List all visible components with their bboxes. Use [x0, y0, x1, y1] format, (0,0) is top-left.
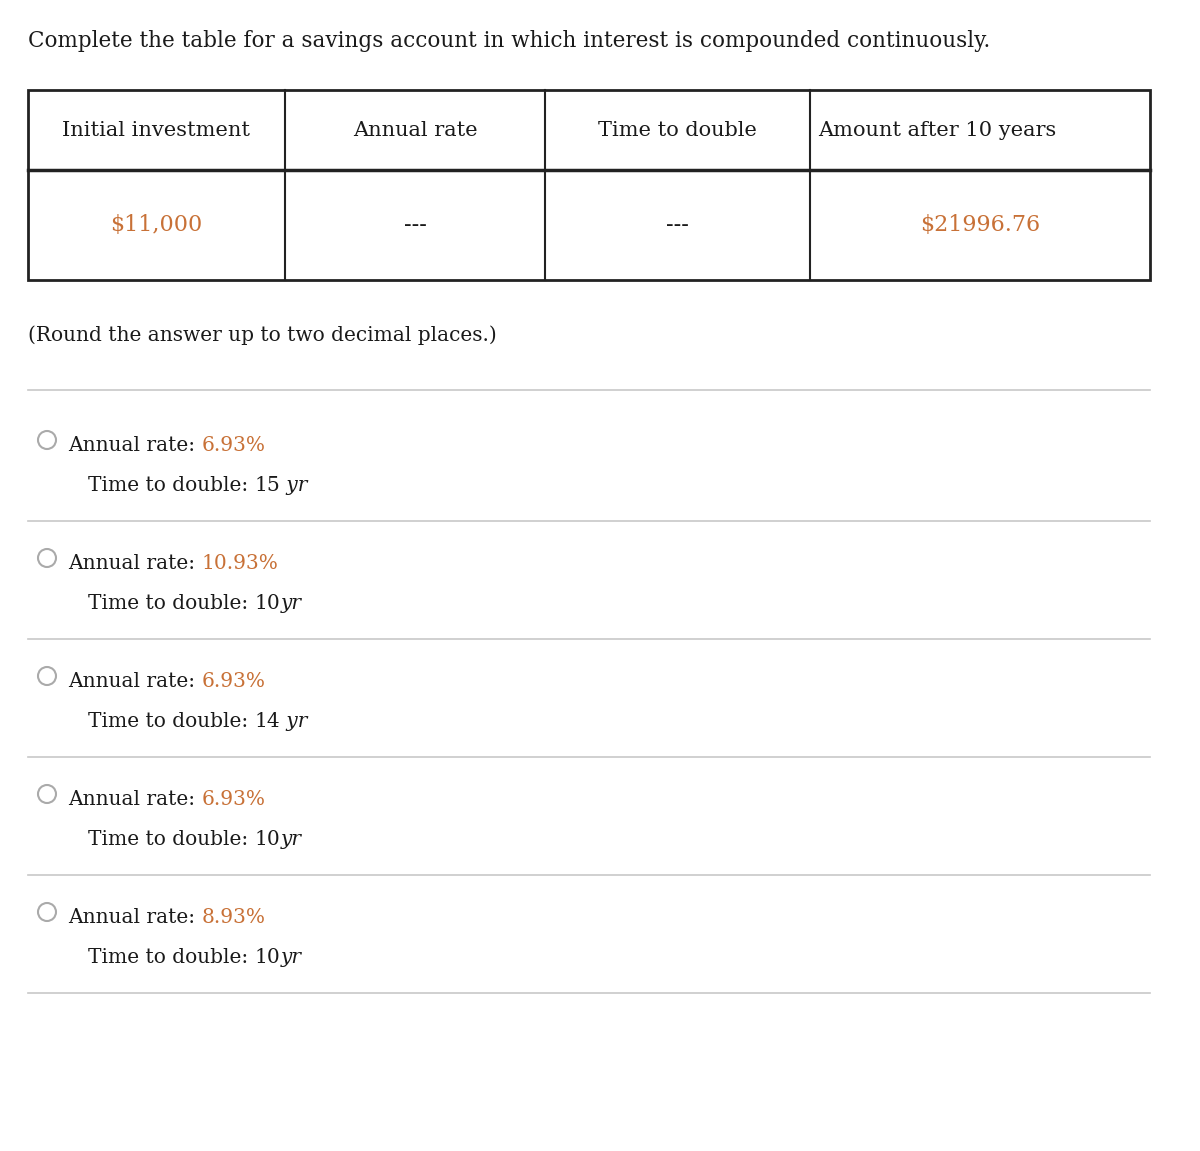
Text: 6.93%: 6.93%: [202, 672, 265, 691]
Text: Annual rate:: Annual rate:: [68, 554, 202, 573]
Text: Annual rate: Annual rate: [353, 121, 478, 139]
Text: 15: 15: [254, 477, 281, 495]
Text: yr: yr: [281, 594, 301, 613]
Text: Time to double:: Time to double:: [88, 830, 254, 849]
Text: yr: yr: [281, 830, 301, 849]
Text: 14: 14: [254, 712, 281, 731]
Text: 8.93%: 8.93%: [202, 908, 265, 927]
Bar: [28, 90, 1150, 280]
Text: 6.93%: 6.93%: [202, 436, 265, 455]
Text: Time to double:: Time to double:: [88, 477, 254, 495]
Text: Time to double:: Time to double:: [88, 712, 254, 731]
Text: Initial investment: Initial investment: [62, 121, 251, 139]
Text: Annual rate:: Annual rate:: [68, 790, 202, 809]
Text: 10: 10: [254, 594, 281, 613]
Text: Time to double: Time to double: [598, 121, 757, 139]
Text: $11,000: $11,000: [110, 214, 203, 236]
Text: Complete the table for a savings account in which interest is compounded continu: Complete the table for a savings account…: [28, 30, 990, 52]
Text: yr: yr: [281, 712, 307, 731]
Text: Annual rate:: Annual rate:: [68, 436, 202, 455]
Text: Time to double:: Time to double:: [88, 594, 254, 613]
Text: 10.93%: 10.93%: [202, 554, 278, 573]
Text: $21996.76: $21996.76: [920, 214, 1040, 236]
Text: Time to double:: Time to double:: [88, 948, 254, 967]
Text: yr: yr: [281, 477, 307, 495]
Text: Annual rate:: Annual rate:: [68, 672, 202, 691]
Text: Amount after 10 years: Amount after 10 years: [818, 121, 1056, 139]
Text: 10: 10: [254, 830, 281, 849]
Text: 10: 10: [254, 948, 281, 967]
Text: ---: ---: [403, 214, 426, 236]
Text: yr: yr: [281, 948, 301, 967]
Text: 6.93%: 6.93%: [202, 790, 265, 809]
Text: Annual rate:: Annual rate:: [68, 908, 202, 927]
Text: (Round the answer up to two decimal places.): (Round the answer up to two decimal plac…: [28, 325, 497, 344]
Text: ---: ---: [666, 214, 689, 236]
